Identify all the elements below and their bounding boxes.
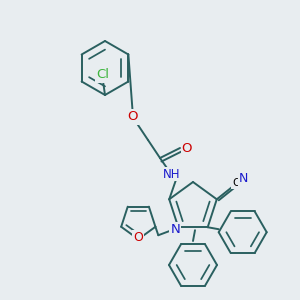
Text: O: O bbox=[182, 142, 192, 155]
Text: N: N bbox=[239, 172, 248, 185]
Text: O: O bbox=[128, 110, 138, 124]
Text: NH: NH bbox=[163, 167, 181, 181]
Text: N: N bbox=[170, 223, 180, 236]
Text: O: O bbox=[134, 231, 143, 244]
Text: Cl: Cl bbox=[97, 68, 110, 82]
Text: C: C bbox=[232, 178, 239, 188]
